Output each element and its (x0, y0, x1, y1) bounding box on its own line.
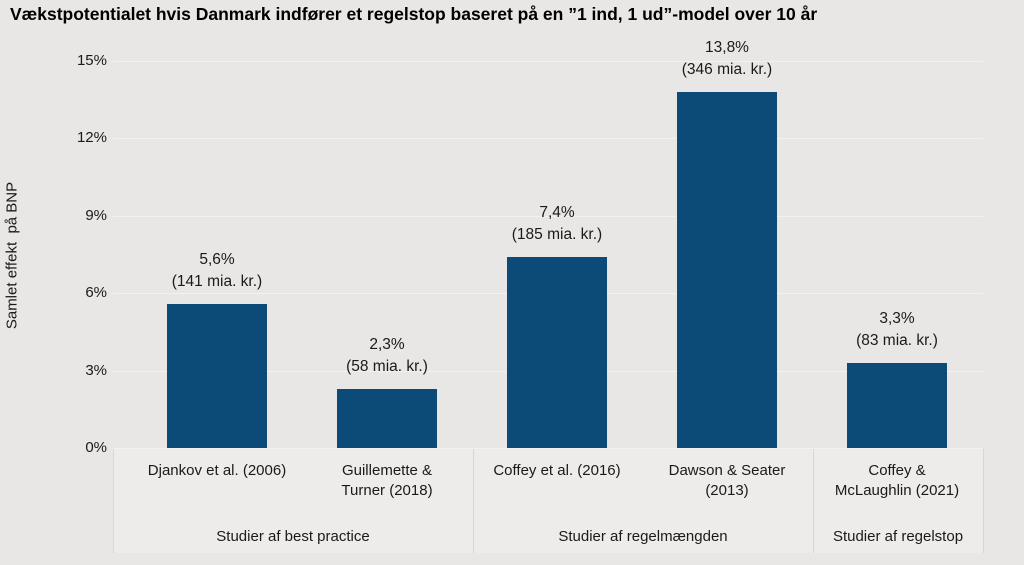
x-group-label: Studier af regelstop (832, 528, 964, 545)
x-axis-label-area (113, 449, 983, 553)
x-category-label-line: Djankov et al. (2006) (147, 462, 287, 479)
bar-value-label: 3,3% (83 mia. kr.) (787, 308, 1007, 352)
y-tick-label: 3% (85, 362, 107, 379)
bar-amount-label: (58 mia. kr.) (346, 358, 428, 375)
x-category-label: Guillemette & Turner (2018) (299, 461, 475, 500)
y-tick-label: 6% (85, 284, 107, 301)
bar-amount-label: (346 mia. kr.) (681, 61, 773, 78)
x-category-label: Coffey et al. (2016) (469, 461, 645, 481)
y-tick-label: 0% (85, 439, 107, 456)
bar-pct-label: 3,3% (879, 310, 915, 327)
bar-amount-label: (141 mia. kr.) (171, 273, 263, 290)
bar (677, 92, 777, 448)
group-separator-line (473, 449, 474, 553)
x-category-label: Djankov et al. (2006) (129, 461, 305, 481)
chart-title: Vækstpotentialet hvis Danmark indfører e… (10, 4, 818, 24)
bar-value-label: 7,4% (185 mia. kr.) (447, 202, 667, 246)
y-tick-label: 9% (85, 207, 107, 224)
gridline (113, 61, 983, 62)
x-category-label-line: McLaughlin (2021) (834, 481, 960, 499)
x-category-label-line: Dawson & Seater (668, 462, 786, 479)
bar-pct-label: 2,3% (369, 336, 405, 353)
x-category-label-line: Coffey et al. (2016) (493, 462, 621, 479)
bar-pct-label: 13,8% (705, 39, 749, 56)
bar-pct-label: 7,4% (539, 204, 575, 221)
x-category-label-line: (2013) (705, 481, 749, 499)
x-category-label-line: Guillemette & (341, 462, 433, 479)
y-tick-label: 12% (76, 129, 107, 146)
x-group-label: Studier af best practice (216, 528, 370, 545)
group-separator-line (983, 449, 984, 553)
bar-value-label: 13,8% (346 mia. kr.) (617, 37, 837, 81)
bar-value-label: 2,3% (58 mia. kr.) (277, 334, 497, 378)
x-category-label-line: Coffey & (868, 462, 926, 479)
bar-amount-label: (83 mia. kr.) (856, 332, 938, 349)
y-axis-label: Samlet effekt på BNP (3, 181, 21, 330)
bar (337, 389, 437, 448)
bar-value-label: 5,6% (141 mia. kr.) (107, 249, 327, 293)
x-group-label: Studier af regelmængden (558, 528, 728, 545)
x-category-label-line: Turner (2018) (341, 481, 433, 499)
bar-pct-label: 5,6% (199, 251, 235, 268)
bar (167, 304, 267, 448)
y-tick-label: 15% (76, 52, 107, 69)
gridline (113, 448, 983, 449)
gridline (113, 138, 983, 139)
group-separator-line (813, 449, 814, 553)
x-category-label: Coffey & McLaughlin (2021) (809, 461, 985, 500)
gridline (113, 216, 983, 217)
group-separator-line (113, 449, 114, 553)
bar (507, 257, 607, 448)
bar (847, 363, 947, 448)
x-category-label: Dawson & Seater (2013) (639, 461, 815, 500)
bar-amount-label: (185 mia. kr.) (511, 226, 603, 243)
